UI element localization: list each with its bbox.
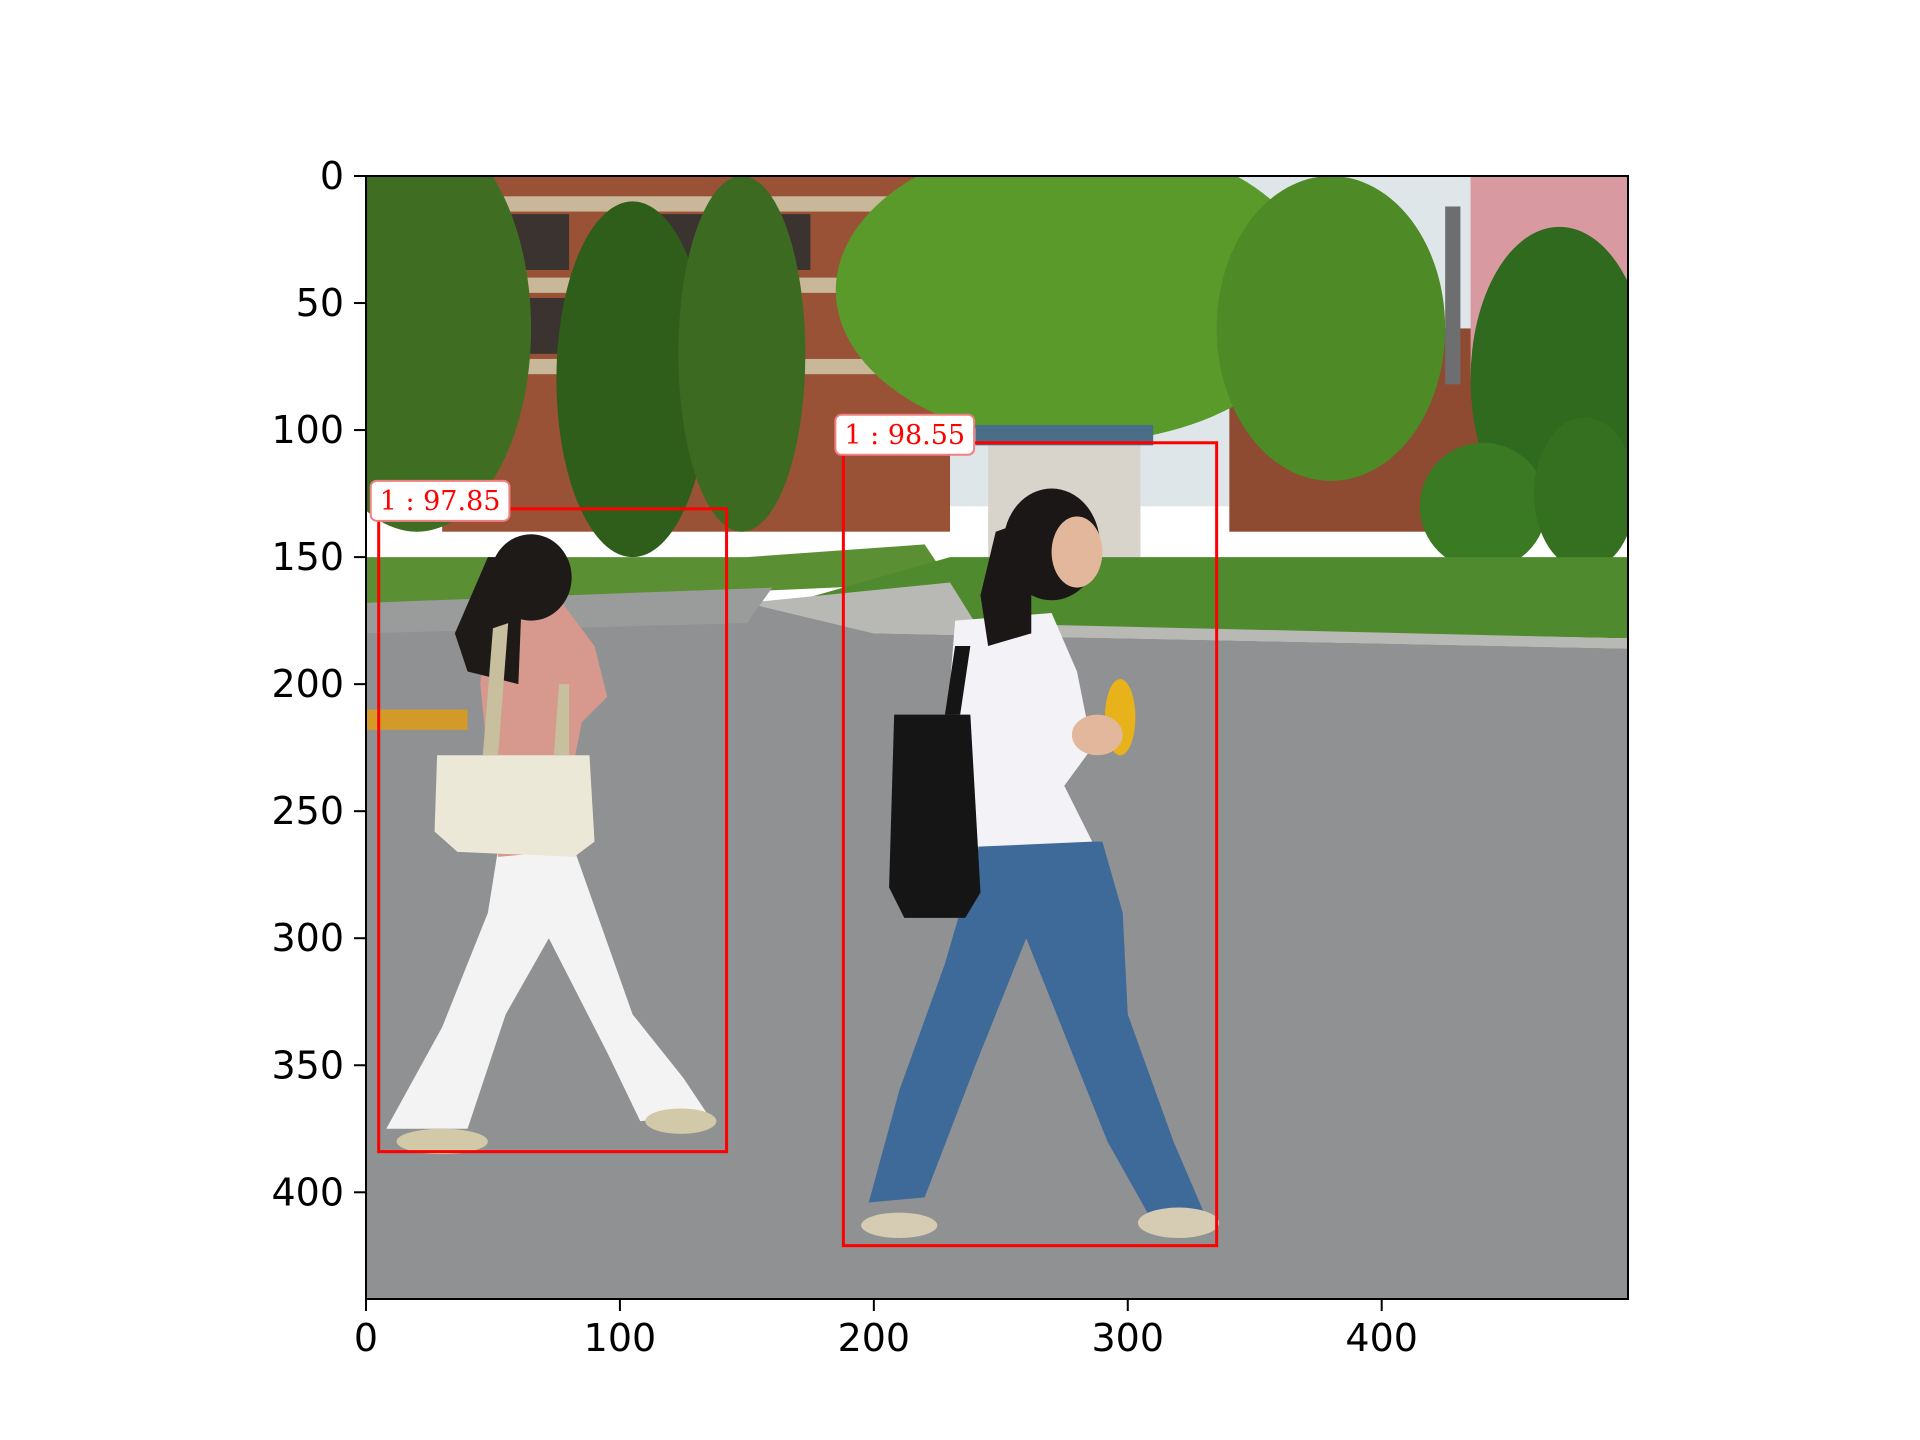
x-axis: 0 100 200 300 400 (354, 1299, 1418, 1360)
person-left-bag-strap (553, 684, 570, 756)
detection-box (841, 441, 1219, 1248)
tree-mid (678, 176, 806, 532)
chimney (1445, 206, 1461, 385)
y-tick-label: 150 (271, 535, 344, 579)
person-right-shirt (950, 613, 1093, 847)
x-tick-label: 200 (838, 1316, 911, 1360)
x-tick-label: 0 (354, 1316, 378, 1360)
person-right-face (1051, 516, 1103, 588)
yellow-curb (366, 709, 468, 730)
person-right-hair (980, 518, 1032, 647)
x-tick-label: 400 (1345, 1316, 1418, 1360)
person-right-jeans (868, 841, 1204, 1223)
photo (366, 176, 1628, 1299)
building-window-row (467, 196, 925, 212)
person-right-shoe (861, 1212, 938, 1239)
person-right-shoe (1137, 1207, 1220, 1239)
detections: 1 : 97.85 1 : 98.55 (369, 413, 1219, 1248)
person-left-bag (434, 755, 595, 857)
person-right (861, 488, 1220, 1239)
x-tick-label: 100 (584, 1316, 657, 1360)
y-tick-label: 400 (271, 1170, 344, 1214)
person-left-bag-strap (482, 623, 509, 756)
person-left (386, 534, 717, 1155)
person-right-bag-strap (944, 646, 971, 715)
shrub-right (1534, 417, 1628, 570)
person-left-hair (454, 557, 524, 685)
y-tick-label: 350 (271, 1043, 344, 1087)
x-tick-label: 300 (1092, 1316, 1165, 1360)
detection-label: 1 : 98.55 (844, 420, 965, 451)
person-right-arm (1071, 714, 1123, 756)
detection-label: 1 : 97.85 (380, 486, 501, 517)
y-tick-label: 200 (271, 662, 344, 706)
tree-right (1216, 176, 1446, 481)
tree-big (835, 176, 1319, 443)
y-tick-label: 100 (271, 408, 344, 452)
person-right-bag (889, 714, 981, 918)
axes-frame (365, 175, 1629, 1300)
shrub-right (1419, 442, 1547, 570)
person-left-legs (386, 849, 709, 1129)
y-tick-label: 250 (271, 789, 344, 833)
y-axis: 0 50 100 150 200 250 300 350 400 (271, 154, 366, 1214)
detection-box (377, 507, 729, 1154)
detection-label-bg (369, 479, 511, 522)
tree-left (366, 176, 532, 532)
y-tick-label: 50 (296, 281, 344, 325)
person-left-shoe (396, 1128, 488, 1155)
person-left-shoe (645, 1108, 717, 1134)
guard-house-roof (975, 424, 1154, 446)
y-tick-label: 0 (320, 154, 344, 198)
tree-mid-left (556, 201, 709, 558)
y-tick-label: 300 (271, 916, 344, 960)
detection-label-bg (834, 413, 976, 456)
